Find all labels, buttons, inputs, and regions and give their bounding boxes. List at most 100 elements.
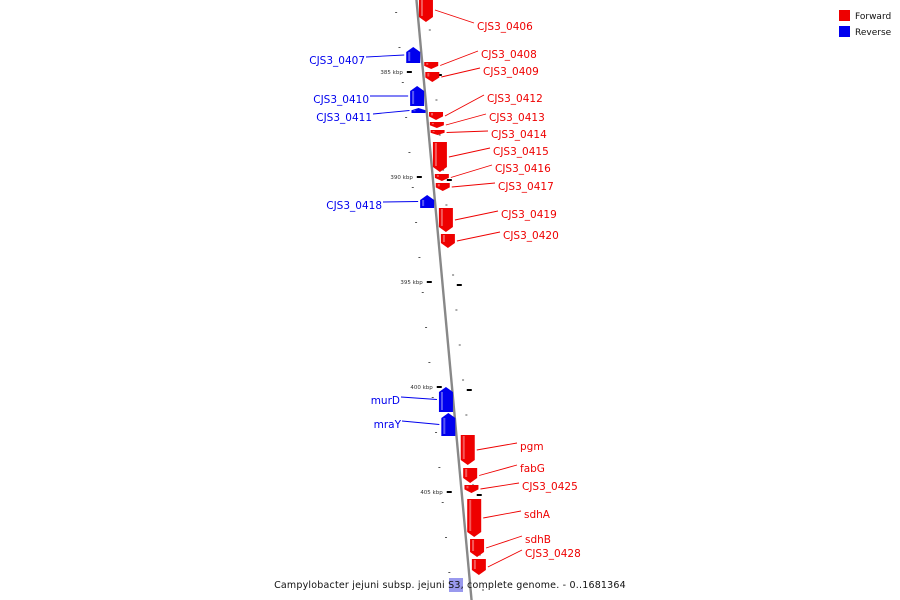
gene-arrow[interactable]	[406, 47, 421, 63]
gene-label[interactable]: fabG	[520, 463, 545, 475]
gene-arrow[interactable]	[438, 208, 453, 232]
gene-highlight	[440, 392, 443, 410]
minor-tick	[455, 309, 458, 311]
gene-label[interactable]: murD	[371, 395, 400, 407]
gene-label[interactable]: CJS3_0415	[493, 146, 549, 158]
legend-item-forward: Forward	[839, 10, 891, 22]
gene-cjs3-0418[interactable]: CJS3_0418	[326, 195, 435, 212]
gene-cjs3-0411[interactable]: CJS3_0411	[316, 108, 426, 124]
scroll-handle[interactable]	[449, 578, 463, 592]
minor-tick	[428, 29, 431, 31]
minor-tick	[421, 292, 424, 293]
gene-cjs3-0412[interactable]: CJS3_0412	[429, 93, 543, 120]
scale-label: 400 kbp	[410, 385, 433, 391]
gene-leader	[451, 182, 496, 188]
gene-cjs3-0407[interactable]: CJS3_0407	[309, 47, 421, 67]
gene-arrow[interactable]	[470, 539, 485, 557]
gene-cjs3-0428[interactable]: CJS3_0428	[471, 548, 581, 575]
gene-label[interactable]: CJS3_0410	[313, 94, 369, 106]
gene-cjs3-0417[interactable]: CJS3_0417	[435, 181, 554, 193]
gene-label[interactable]: CJS3_0418	[326, 200, 382, 212]
gene-label[interactable]: sdhA	[524, 509, 551, 521]
gene-leader	[446, 130, 489, 133]
gene-leader	[480, 482, 520, 490]
scale-tick	[436, 74, 442, 76]
gene-arrow[interactable]	[429, 112, 444, 120]
gene-cjs3-0420[interactable]: CJS3_0420	[440, 230, 559, 248]
gene-arrow[interactable]	[471, 559, 486, 575]
gene-arrow[interactable]	[440, 234, 455, 248]
gene-highlight	[440, 209, 443, 226]
gene-pgm[interactable]: pgm	[460, 435, 544, 465]
gene-arrow[interactable]	[425, 72, 440, 82]
gene-highlight	[442, 235, 445, 242]
gene-mray[interactable]: mraY	[374, 413, 456, 436]
gene-leader	[365, 54, 405, 58]
gene-sdhb[interactable]: sdhB	[470, 534, 551, 557]
gene-cjs3-0413[interactable]: CJS3_0413	[429, 112, 545, 128]
gene-arrow[interactable]	[435, 183, 450, 191]
gene-cjs3-0409[interactable]: CJS3_0409	[425, 66, 539, 82]
gene-label[interactable]: pgm	[520, 441, 544, 453]
gene-cjs3-0419[interactable]: CJS3_0419	[438, 208, 557, 232]
gene-arrow[interactable]	[434, 174, 449, 181]
gene-label[interactable]: CJS3_0406	[477, 21, 533, 33]
scale-tick	[446, 491, 452, 493]
gene-leader	[372, 110, 410, 115]
gene-cjs3-0410[interactable]: CJS3_0410	[313, 86, 425, 106]
gene-leader	[487, 549, 523, 568]
gene-highlight	[462, 436, 465, 459]
gene-arrow[interactable]	[420, 195, 435, 208]
gene-label[interactable]: CJS3_0428	[525, 548, 581, 560]
gene-label[interactable]: CJS3_0411	[316, 112, 372, 124]
gene-arrow[interactable]	[410, 86, 425, 106]
gene-sdha[interactable]: sdhA	[467, 499, 551, 537]
gene-arrow[interactable]	[429, 122, 444, 128]
gene-leader	[448, 147, 491, 158]
gene-label[interactable]: CJS3_0413	[489, 112, 545, 124]
gene-cjs3-0414[interactable]: CJS3_0414	[430, 129, 547, 141]
gene-highlight	[432, 131, 435, 132]
gene-arrow[interactable]	[424, 62, 439, 69]
gene-arrow[interactable]	[460, 435, 475, 465]
gene-arrow[interactable]	[411, 108, 426, 113]
gene-arrow[interactable]	[432, 142, 447, 172]
gene-label[interactable]: CJS3_0409	[483, 66, 539, 78]
gene-label[interactable]: CJS3_0412	[487, 93, 543, 105]
gene-arrow[interactable]	[418, 0, 433, 22]
gene-label[interactable]: CJS3_0419	[501, 209, 557, 221]
gene-label[interactable]: CJS3_0414	[491, 129, 547, 141]
gene-highlight	[473, 560, 476, 569]
minor-tick	[482, 589, 485, 591]
gene-murd[interactable]: murD	[371, 387, 453, 412]
gene-cjs3-0425[interactable]: CJS3_0425	[464, 481, 578, 493]
gene-label[interactable]: CJS3_0420	[503, 230, 559, 242]
gene-arrow[interactable]	[438, 387, 453, 412]
gene-arrow[interactable]	[467, 499, 482, 537]
gene-label[interactable]: CJS3_0416	[495, 163, 551, 175]
gene-leader	[450, 164, 493, 178]
legend: Forward Reverse	[839, 10, 892, 38]
gene-arrow[interactable]	[441, 413, 456, 436]
gene-fabg[interactable]: fabG	[463, 463, 545, 483]
gene-label[interactable]: CJS3_0417	[498, 181, 554, 193]
minor-tick	[405, 117, 408, 118]
genome-caption: Campylobacter jejuni subsp. jejuni S3, c…	[274, 580, 626, 591]
scale-tick	[406, 71, 412, 73]
legend-label: Forward	[855, 12, 891, 22]
scale-label: 395 kbp	[400, 280, 423, 286]
gene-label[interactable]: CJS3_0425	[522, 481, 578, 493]
gene-label[interactable]: CJS3_0408	[481, 49, 537, 61]
gene-label[interactable]: CJS3_0407	[309, 55, 365, 67]
gene-arrow[interactable]	[430, 130, 445, 135]
scale-tick	[436, 386, 442, 388]
gene-label[interactable]: mraY	[374, 419, 402, 431]
gene-label[interactable]: sdhB	[525, 534, 551, 546]
minor-tick	[445, 204, 448, 206]
gene-cjs3-0406[interactable]: CJS3_0406	[418, 0, 533, 33]
gene-arrow[interactable]	[463, 468, 478, 483]
gene-arrow[interactable]	[464, 485, 479, 493]
gene-cjs3-0415[interactable]: CJS3_0415	[432, 142, 549, 172]
gene-cjs3-0408[interactable]: CJS3_0408	[424, 49, 537, 69]
gene-cjs3-0416[interactable]: CJS3_0416	[434, 163, 551, 181]
